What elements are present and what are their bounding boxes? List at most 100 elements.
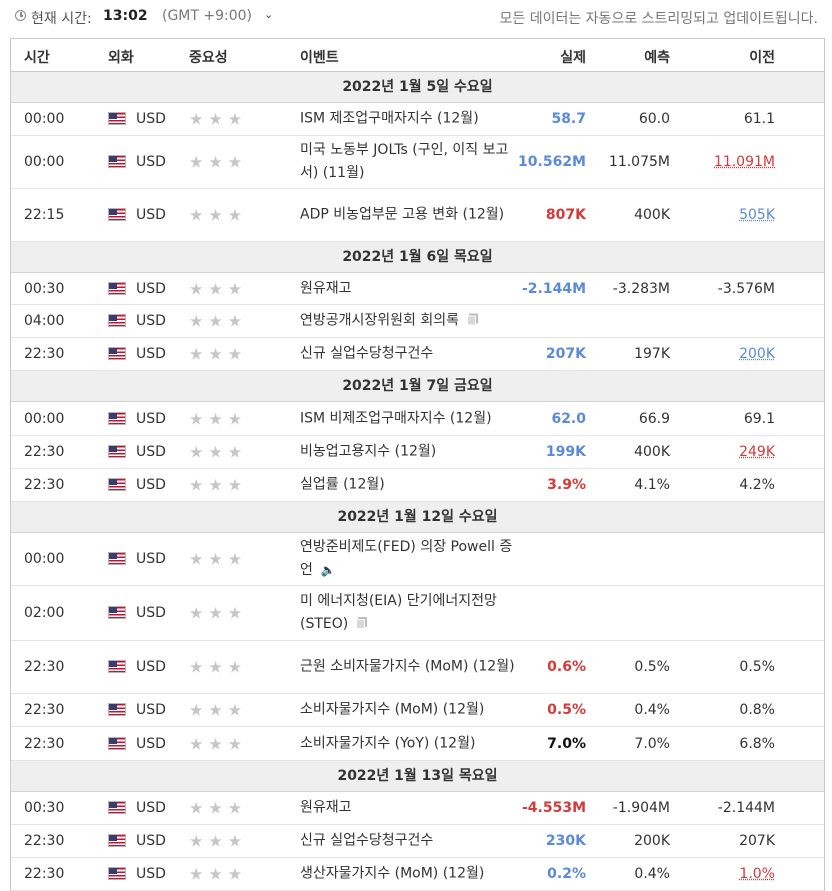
chevron-down-icon[interactable]: ⌄: [264, 8, 274, 21]
importance-stars-icon: ★★★: [189, 311, 248, 331]
event-name[interactable]: 생산자물가지수 (MoM) (12월): [300, 865, 485, 882]
table-row[interactable]: 00:30 USD ★★★ 원유재고 -4.553M -1.904M -2.14…: [11, 792, 824, 825]
event-name[interactable]: 원유재고: [300, 280, 352, 296]
currency: USD: [136, 410, 166, 427]
previous-value[interactable]: 249K: [739, 444, 775, 460]
current-time-label: 현재 시간:: [31, 11, 92, 27]
streaming-note: 모든 데이터는 자동으로 스트리밍되고 업데이트됩니다.: [499, 11, 819, 27]
table-row[interactable]: 00:00 USD ★★★ 연방준비제도(FED) 의장 Powell 증언 🔈: [11, 533, 824, 586]
importance-stars-icon: ★★★: [189, 442, 248, 462]
event-name[interactable]: ISM 제조업구매자지수 (12월): [300, 110, 479, 127]
previous-value[interactable]: 505K: [739, 207, 775, 223]
actual-value: 3.9%: [547, 477, 586, 493]
table-row[interactable]: 00:00 USD ★★★ ISM 제조업구매자지수 (12월) 58.7 60…: [11, 103, 824, 136]
currency: USD: [136, 659, 166, 675]
timezone-selector[interactable]: (GMT +9:00): [162, 8, 253, 24]
table-row[interactable]: 22:15 USD ★★★ ADP 비농업부문 고용 변화 (12월) 807K…: [11, 189, 824, 242]
actual-value: 0.2%: [547, 866, 586, 882]
currency: USD: [136, 800, 166, 816]
actual-value: 0.5%: [547, 702, 586, 718]
us-flag-icon: [108, 867, 126, 880]
importance-stars-icon: ★★★: [189, 831, 248, 851]
event-name[interactable]: ISM 비제조업구매자지수 (12월): [300, 410, 492, 426]
event-name[interactable]: 미 에너지청(EIA) 단기에너지전망(STEO): [300, 593, 497, 632]
header-previous: 이전: [749, 50, 775, 66]
currency: USD: [136, 702, 166, 718]
header-forecast: 예측: [644, 50, 670, 66]
previous-value: 0.5%: [739, 659, 775, 675]
currency: USD: [136, 866, 166, 882]
event-name[interactable]: 연방공개시장위원회 회의록: [300, 310, 522, 333]
table-row[interactable]: 22:30 USD ★★★ 비농업고용지수 (12월) 199K 400K 24…: [11, 436, 824, 469]
speaker-icon[interactable]: 🔈: [320, 563, 336, 577]
actual-value: 7.0%: [547, 735, 586, 752]
currency: USD: [136, 346, 166, 362]
us-flag-icon: [108, 606, 126, 619]
actual-value: -2.144M: [521, 280, 586, 297]
us-flag-icon: [108, 736, 126, 750]
forecast-value: 60.0: [638, 111, 670, 127]
event-time: 02:00: [24, 605, 65, 621]
event-name[interactable]: 연방준비제도(FED) 의장 Powell 증언 🔈: [300, 536, 522, 582]
table-row[interactable]: 22:30 USD ★★★ 소비자물가지수 (YoY) (12월) 7.0% 7…: [11, 727, 824, 761]
currency: USD: [136, 280, 166, 297]
table-row[interactable]: 22:30 USD ★★★ 생산자물가지수 (MoM) (12월) 0.2% 0…: [11, 858, 824, 891]
table-row[interactable]: 22:30 USD ★★★ 소비자물가지수 (MoM) (12월) 0.5% 0…: [11, 694, 824, 727]
forecast-value: 0.4%: [634, 866, 670, 882]
importance-stars-icon: ★★★: [189, 344, 248, 364]
event-name[interactable]: 소비자물가지수 (YoY) (12월): [300, 735, 476, 751]
forecast-value: 200K: [634, 833, 670, 849]
us-flag-icon: [108, 281, 126, 295]
table-row[interactable]: 22:30 USD ★★★ 신규 실업수당청구건수 230K 200K 207K: [11, 825, 824, 858]
table-row[interactable]: 22:30 USD ★★★ 신규 실업수당청구건수 207K 197K 200K: [11, 338, 824, 371]
event-name[interactable]: 실업률 (12월): [300, 476, 385, 493]
us-flag-icon: [108, 347, 126, 360]
previous-value[interactable]: 11.091M: [713, 154, 775, 170]
event-name[interactable]: 신규 실업수당청구건수: [300, 832, 434, 849]
importance-stars-icon: ★★★: [189, 864, 248, 884]
document-icon[interactable]: [356, 617, 368, 629]
table-row[interactable]: 04:00 USD ★★★ 연방공개시장위원회 회의록: [11, 305, 824, 338]
table-row[interactable]: 00:00 USD ★★★ 미국 노동부 JOLTs (구인, 이직 보고서) …: [11, 136, 824, 189]
event-time: 22:30: [24, 833, 65, 849]
event-time: 22:30: [24, 346, 65, 362]
forecast-value: 0.5%: [634, 659, 670, 675]
forecast-value: 11.075M: [608, 154, 670, 170]
event-name[interactable]: 원유재고: [300, 799, 352, 816]
event-name[interactable]: 근원 소비자물가지수 (MoM) (12월): [300, 658, 515, 675]
previous-value[interactable]: 1.0%: [739, 866, 775, 882]
us-flag-icon: [108, 478, 126, 491]
actual-value: 0.6%: [547, 659, 586, 675]
currency: USD: [136, 313, 166, 329]
event-time: 22:30: [24, 866, 65, 882]
event-time: 00:00: [24, 111, 65, 127]
header-actual: 실제: [560, 50, 586, 66]
currency: USD: [136, 551, 166, 567]
importance-stars-icon: ★★★: [189, 109, 248, 129]
currency: USD: [136, 735, 166, 752]
previous-value: -3.576M: [717, 280, 775, 297]
event-name[interactable]: 미국 노동부 JOLTs (구인, 이직 보고서) (11월): [300, 142, 509, 181]
table-row[interactable]: 00:30 USD ★★★ 원유재고 -2.144M -3.283M -3.57…: [11, 273, 824, 305]
event-name[interactable]: ADP 비농업부문 고용 변화 (12월): [300, 206, 505, 223]
forecast-value: 7.0%: [634, 735, 670, 752]
document-icon[interactable]: [467, 313, 479, 326]
table-row[interactable]: 22:30 USD ★★★ 근원 소비자물가지수 (MoM) (12월) 0.6…: [11, 641, 824, 694]
actual-value: 199K: [545, 444, 586, 460]
importance-stars-icon: ★★★: [189, 798, 248, 818]
event-time: 22:30: [24, 444, 65, 460]
table-row[interactable]: 02:00 USD ★★★ 미 에너지청(EIA) 단기에너지전망(STEO): [11, 586, 824, 641]
currency: USD: [136, 207, 166, 223]
forecast-value: 400K: [634, 444, 670, 460]
actual-value: 58.7: [551, 111, 586, 127]
economic-calendar: 시간 외화 중요성 이벤트 실제 예측 이전 2022년 1월 5일 수요일 0…: [10, 38, 825, 891]
event-name[interactable]: 소비자물가지수 (MoM) (12월): [300, 701, 485, 718]
previous-value[interactable]: 200K: [739, 346, 775, 362]
actual-value: 10.562M: [518, 154, 586, 170]
event-name[interactable]: 신규 실업수당청구건수: [300, 345, 434, 362]
table-row[interactable]: 22:30 USD ★★★ 실업률 (12월) 3.9% 4.1% 4.2%: [11, 469, 824, 502]
event-name[interactable]: 비농업고용지수 (12월): [300, 443, 437, 460]
event-time: 00:00: [24, 551, 65, 567]
table-row[interactable]: 00:00 USD ★★★ ISM 비제조업구매자지수 (12월) 62.0 6…: [11, 402, 824, 436]
actual-value: 230K: [545, 833, 586, 849]
